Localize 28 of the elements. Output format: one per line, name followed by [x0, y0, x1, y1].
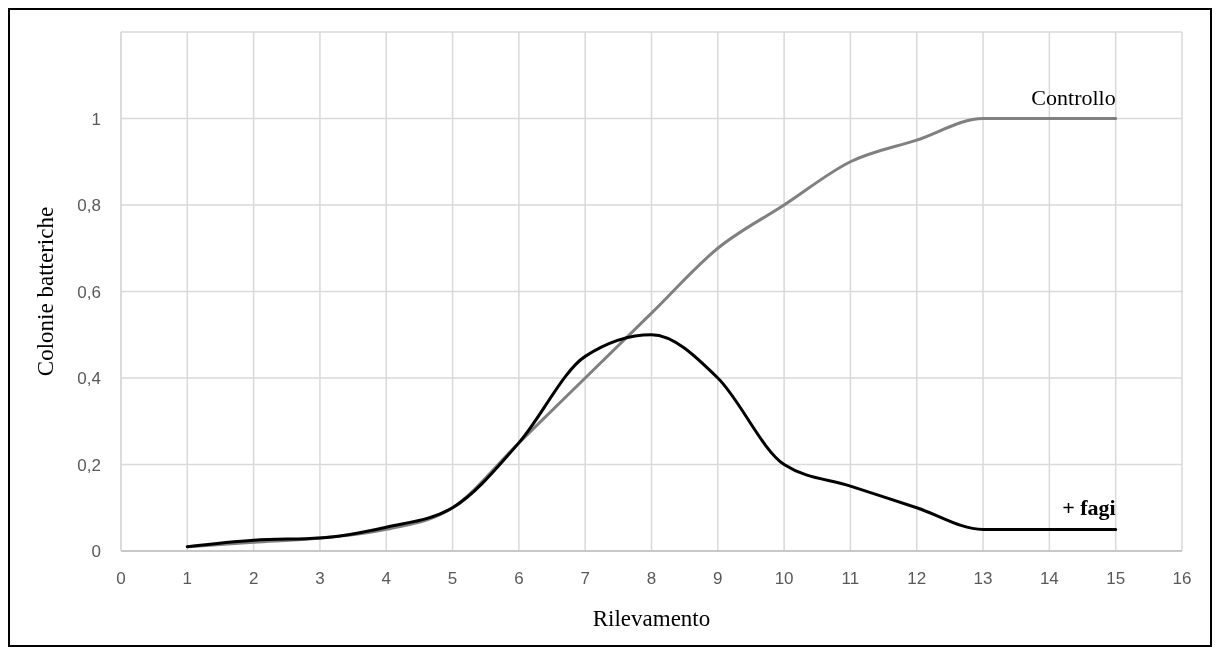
- x-tick-label: 5: [447, 569, 458, 588]
- x-tick-label: 6: [514, 569, 524, 588]
- x-tick-label: 8: [646, 569, 657, 588]
- x-tick-label: 3: [315, 569, 325, 588]
- x-tick-label: 16: [1172, 569, 1192, 588]
- x-axis-title: Rilevamento: [592, 606, 711, 631]
- x-tick-label: 10: [774, 569, 794, 588]
- x-tick-label: 9: [713, 569, 723, 588]
- y-axis-title: Colonie batteriche: [33, 206, 58, 377]
- x-tick-label: 0: [116, 569, 126, 588]
- series-label: + fagi: [1062, 495, 1116, 521]
- y-tick-label: 1: [91, 109, 101, 129]
- x-tick-label: 12: [907, 569, 927, 588]
- y-tick-label: 0,8: [77, 196, 101, 215]
- series-label: Controllo: [1031, 84, 1116, 110]
- y-tick-label: 0,6: [77, 282, 101, 302]
- x-tick-label: 15: [1106, 569, 1126, 588]
- x-tick-label: 13: [973, 569, 993, 588]
- x-tick-label: 14: [1039, 569, 1059, 588]
- y-tick-label: 0,2: [77, 455, 101, 475]
- y-tick-label: 0,4: [77, 369, 101, 388]
- x-tick-label: 1: [182, 569, 193, 588]
- y-tick-label: 0: [91, 542, 101, 561]
- x-tick-label: 2: [248, 569, 259, 588]
- x-tick-label: 4: [381, 569, 391, 588]
- x-tick-label: 11: [841, 569, 860, 588]
- line-series: [185, 333, 1118, 549]
- x-tick-label: 7: [580, 569, 590, 588]
